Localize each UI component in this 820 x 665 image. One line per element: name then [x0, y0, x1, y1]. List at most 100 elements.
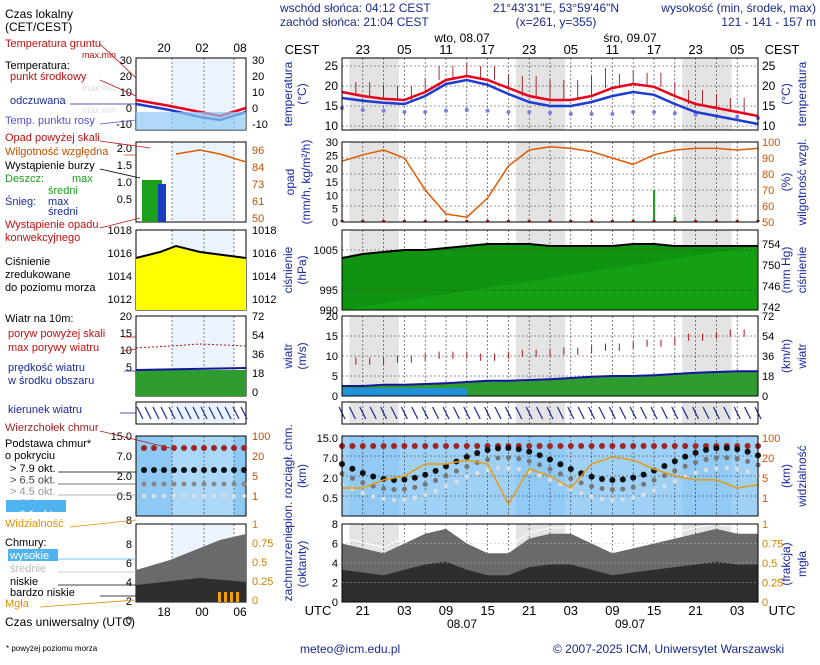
temperature-line [341, 74, 759, 118]
pressure-tick-left: 995 [320, 285, 338, 297]
legend-local-hour: 02 [195, 41, 209, 55]
visibility-tick-right: 5 [762, 473, 768, 485]
convective-marker [486, 220, 490, 222]
cloud-top-dot [370, 443, 377, 449]
cloud-base-dot [557, 471, 563, 477]
cloud-extent-title: pion. rozciągł. chm. [281, 424, 295, 527]
cloud-base-dot [609, 476, 616, 483]
pressure-mmhg-unit: (mm Hg) [779, 247, 793, 294]
temp-tick-right: 10 [762, 119, 776, 133]
day1-bottom-label: 08.07 [447, 617, 477, 631]
legend-connector [99, 43, 137, 79]
legend-rain-mean: średni [48, 185, 78, 197]
legend-clouds-high: wysokie [9, 550, 49, 562]
wind-axis-title: wiatr [281, 343, 295, 369]
legend-temp-tick-right: 0 [252, 103, 258, 115]
legend-clouds-mid: średnie [10, 563, 46, 575]
legend-humidity-tick: 96 [252, 145, 264, 157]
cloud-base-dot [620, 497, 625, 502]
cloud-top-dot [349, 443, 356, 449]
wind-direction-arrow [577, 406, 585, 420]
bottom-hour-label: 21 [356, 603, 370, 618]
legend-temp-mid: punkt środkowy [10, 71, 87, 83]
cloud-tick-left: 2.0 [323, 473, 338, 485]
bottom-hour-label: 09 [439, 603, 453, 618]
precip-bar [653, 190, 655, 222]
cloud-base-dot [630, 484, 636, 490]
wind-direction-arrow [733, 406, 741, 420]
legend-cloud-dot [141, 493, 147, 499]
wind-direction-arrow [484, 406, 492, 420]
cloud-tick-left: 7.0 [323, 453, 338, 465]
cloud-base-dot [349, 465, 356, 472]
legend-cloud-dot [171, 493, 177, 499]
cloud-base-dot [485, 467, 490, 473]
visibility-tick-right: 100 [762, 433, 780, 445]
main-panels [338, 57, 762, 603]
cloud-base-dot [568, 476, 574, 482]
wind-direction-arrow [588, 406, 596, 420]
legend-utc-hour: 00 [195, 605, 209, 619]
legend-fog-bar [236, 592, 239, 602]
legend-okt-0: > 7.9 okt. [10, 463, 56, 475]
cloud-base-dot [661, 462, 668, 469]
cloud-base-dot [703, 467, 709, 473]
convective-marker [361, 220, 365, 222]
cloud-base-dot [703, 457, 709, 463]
cover-tick-left: 2 [332, 578, 338, 590]
legend-local-hour: 20 [157, 41, 171, 55]
temp-tick-left: 10 [325, 119, 339, 133]
cloud-base-dot [557, 461, 564, 468]
legend-cloud-top: Wierzchołek chmur [5, 422, 99, 434]
legend-connector [99, 168, 141, 179]
precip-axis-unit: (mm/h, kg/m²/h) [299, 140, 313, 225]
dew-point-dot [423, 110, 428, 114]
cloud-base-dot [599, 476, 605, 483]
humidity-tick: 60 [762, 201, 774, 213]
winddir-frame [341, 401, 759, 425]
cloud-base-dot [506, 465, 511, 471]
legend-wind-arrow [136, 406, 144, 420]
wind-direction-arrow [494, 406, 502, 420]
temp-tick-right: 25 [762, 59, 776, 73]
legend-humidity-tick: 50 [252, 213, 264, 225]
top-hour-label: 05 [730, 42, 744, 57]
cloud-base-dot [443, 473, 449, 479]
legend-connector [99, 119, 137, 125]
cloud-base-dot [402, 497, 407, 502]
fog-tick-right: 1 [762, 519, 768, 531]
legend-cloud-dot [161, 481, 167, 487]
legend-cloud-tick-left: 15.0 [111, 431, 132, 443]
cloud-base-dot [672, 479, 677, 484]
legend-wind-tick-left: 5 [126, 362, 132, 374]
legend-connector [123, 348, 137, 352]
legend-press-tick-left: 1018 [108, 225, 132, 237]
precip-frame [341, 141, 759, 223]
legend-cloud-dot [191, 493, 197, 499]
legend-temp-tick-left: 0 [126, 103, 132, 115]
legend-cloud-dot [241, 493, 247, 499]
pressure-axis-title: ciśnienie [281, 246, 295, 293]
contact-email[interactable]: meteo@icm.edu.pl [300, 642, 400, 656]
cloud-base-dot [744, 448, 751, 455]
bottom-hour-label: 03 [397, 603, 411, 618]
pressure-tick-right: 750 [762, 260, 780, 272]
dew-point-dot [693, 112, 698, 117]
precip-tick: 20 [326, 164, 338, 176]
top-hour-label: 23 [356, 42, 370, 57]
precip-tick: 30 [326, 137, 338, 149]
humidity-axis-title: wilgotność wzgl. [795, 139, 809, 227]
legend-cloud-dot [141, 467, 147, 473]
copyright-text: © 2007-2025 ICM, Uniwersytet Warszawski [553, 642, 784, 656]
precip-night-band [515, 142, 566, 222]
cloud-base-dot [682, 463, 688, 469]
legend-gust-line [135, 343, 247, 349]
cloud-base-dot [724, 455, 730, 461]
wind-direction-arrow [744, 406, 752, 420]
wind-direction-arrow [629, 406, 637, 420]
pressure-tick-left: 1005 [314, 245, 338, 257]
precip-tick: 5 [332, 204, 338, 216]
legend-cloud-dot [221, 493, 227, 499]
pressure-area [342, 244, 758, 310]
